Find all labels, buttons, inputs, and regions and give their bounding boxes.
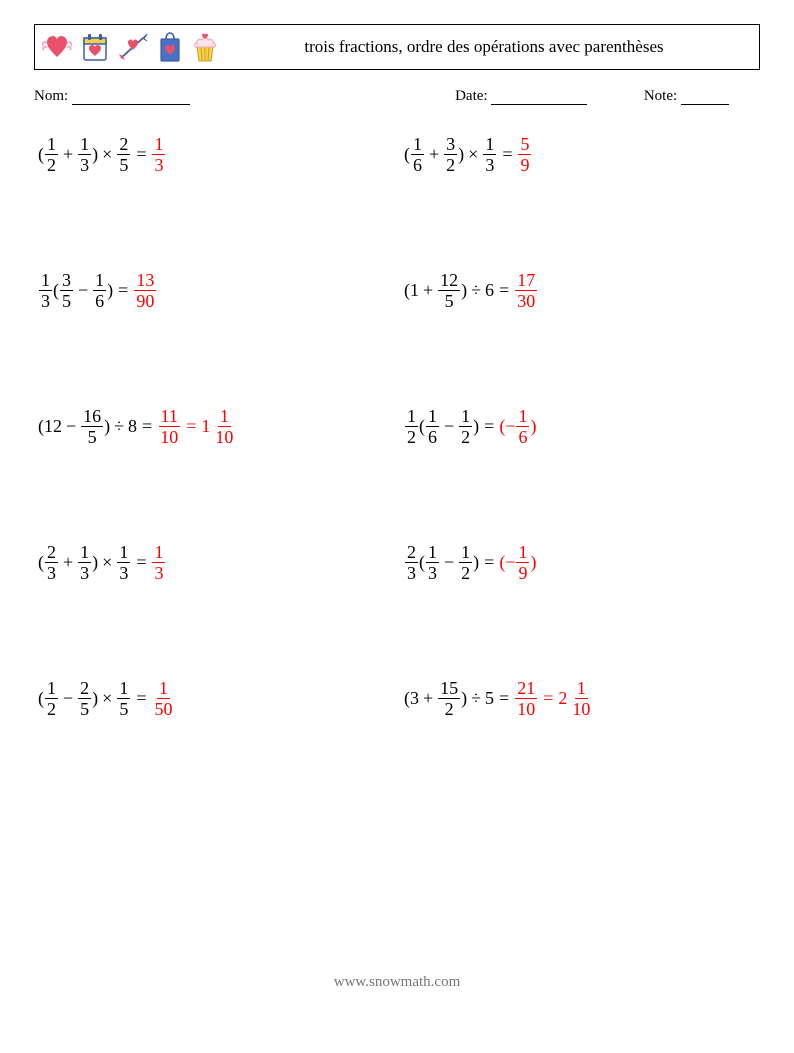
answer: 13 — [151, 135, 166, 174]
note-blank — [681, 89, 729, 105]
header-icons — [41, 31, 219, 63]
problem-6: 12(16−12)=(−16) — [404, 405, 760, 447]
problem-grid: (12+13)×25=13(16+32)×13=59 13(35−16)=1390… — [34, 133, 760, 719]
answer: 59 — [517, 135, 532, 174]
problem-2: (16+32)×13=59 — [404, 133, 760, 175]
problem-3: 13(35−16)=1390 — [38, 269, 394, 311]
answer: 1730 — [514, 271, 538, 310]
problem-5: (12−165)÷8=1110=1110 — [38, 405, 394, 447]
header-box: trois fractions, ordre des opérations av… — [34, 24, 760, 70]
problem-10: (3+152)÷5=2110=2110 — [404, 677, 760, 719]
cupcake-icon — [191, 31, 219, 63]
worksheet-page: trois fractions, ordre des opérations av… — [0, 0, 794, 1053]
date-blank — [491, 89, 587, 105]
note-field: Note: — [644, 88, 760, 105]
date-label: Date: — [455, 88, 487, 104]
answer: (−19) — [499, 543, 536, 582]
answer: (−16) — [499, 407, 536, 446]
nom-blank — [72, 89, 190, 105]
note-label: Note: — [644, 88, 677, 104]
answer: 150 — [151, 679, 175, 718]
answer: 1110=1110 — [157, 407, 236, 446]
problem-7: (23+13)×13=13 — [38, 541, 394, 583]
nom-field: Nom: — [34, 88, 455, 105]
date-field: Date: — [455, 88, 644, 105]
nom-label: Nom: — [34, 88, 68, 104]
heart-bag-icon — [157, 31, 183, 63]
heart-calendar-icon — [81, 32, 109, 62]
winged-heart-icon — [41, 33, 73, 61]
meta-row: Nom: Date: Note: — [34, 88, 760, 105]
worksheet-title: trois fractions, ordre des opérations av… — [219, 37, 749, 57]
answer: 2110=2110 — [514, 679, 593, 718]
problem-4: (1+125)÷6=1730 — [404, 269, 760, 311]
answer: 13 — [151, 543, 166, 582]
footer-url: www.snowmath.com — [0, 974, 794, 991]
problem-8: 23(13−12)=(−19) — [404, 541, 760, 583]
problem-1: (12+13)×25=13 — [38, 133, 394, 175]
cupid-arrow-icon — [117, 32, 149, 62]
answer: 1390 — [133, 271, 157, 310]
problem-9: (12−25)×15=150 — [38, 677, 394, 719]
